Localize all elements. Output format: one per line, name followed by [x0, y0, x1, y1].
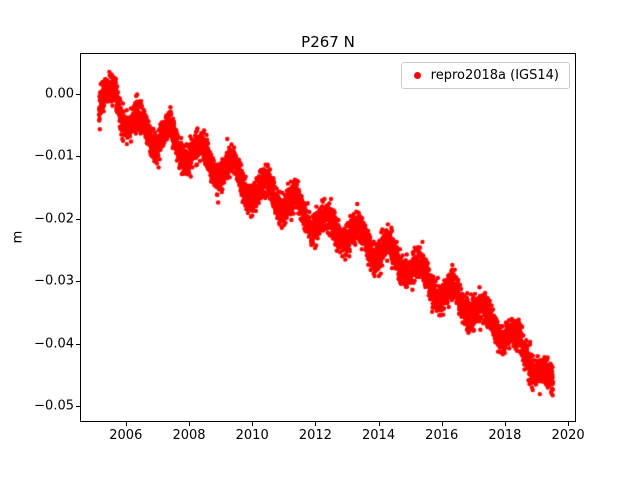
y-tick-mark [76, 281, 80, 283]
x-tick-mark [188, 422, 190, 426]
x-tick-label: 2010 [235, 428, 269, 443]
x-tick-label: 2020 [551, 428, 585, 443]
y-tick-mark [76, 343, 80, 345]
y-tick-label: −0.02 [34, 211, 74, 227]
y-tick-label: −0.04 [34, 336, 74, 352]
x-tick-mark [125, 422, 127, 426]
legend: repro2018a (IGS14) [400, 62, 570, 89]
legend-label: repro2018a (IGS14) [430, 68, 559, 83]
x-tick-label: 2012 [298, 428, 332, 443]
x-tick-mark [315, 422, 317, 426]
x-tick-label: 2018 [488, 428, 522, 443]
y-tick-label: −0.05 [34, 398, 74, 414]
y-tick-mark [76, 93, 80, 95]
y-axis-label: m [10, 230, 26, 244]
y-tick-mark [76, 218, 80, 220]
y-tick-mark [76, 406, 80, 408]
y-tick-label: −0.03 [34, 273, 74, 289]
x-tick-mark [252, 422, 254, 426]
scatter-plot-canvas [80, 53, 576, 422]
x-tick-label: 2006 [109, 428, 143, 443]
plot-title: P267 N [301, 33, 355, 51]
x-tick-label: 2008 [172, 428, 206, 443]
x-tick-mark [441, 422, 443, 426]
legend-marker-dot-icon [413, 72, 421, 79]
x-tick-mark [568, 422, 570, 426]
x-tick-label: 2016 [425, 428, 459, 443]
x-tick-mark [504, 422, 506, 426]
y-tick-label: 0.00 [45, 86, 74, 102]
y-tick-label: −0.01 [34, 148, 74, 164]
x-tick-mark [378, 422, 380, 426]
y-tick-mark [76, 156, 80, 158]
x-tick-label: 2014 [362, 428, 396, 443]
